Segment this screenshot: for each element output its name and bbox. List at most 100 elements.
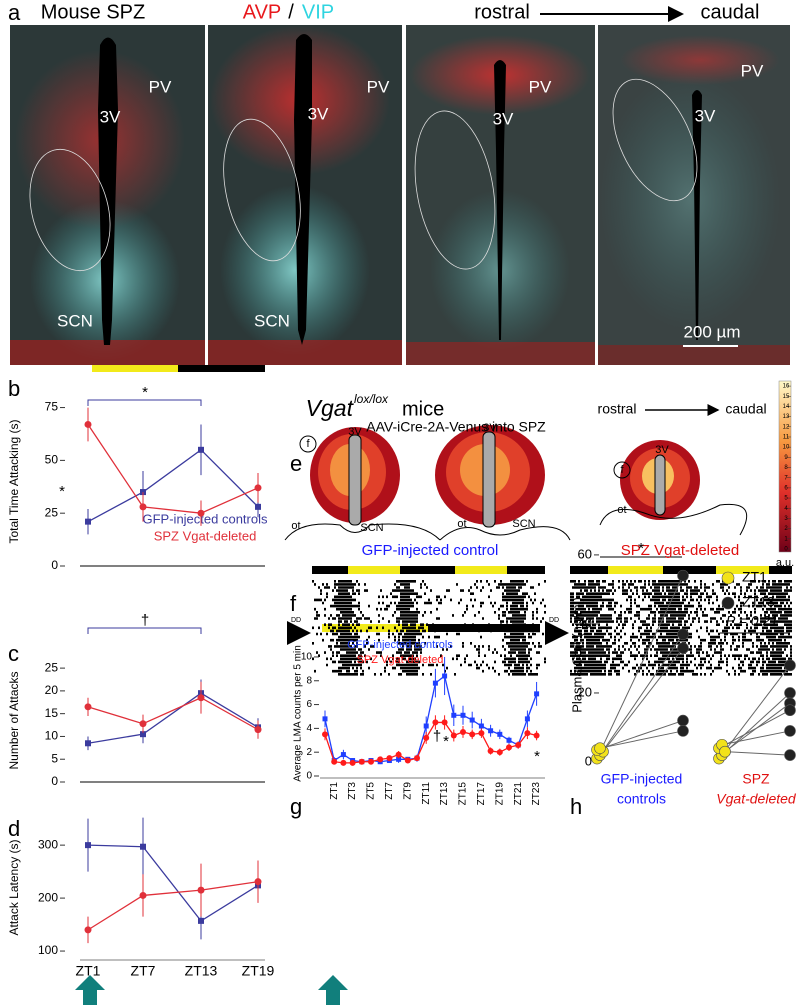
panel-letter: b [8,376,20,401]
actogram-row [570,611,792,614]
x-tick-label: SPZ [742,771,770,787]
actogram-row [314,598,544,602]
optic-tract [284,523,441,541]
data-point [784,687,796,699]
data-point [432,719,439,726]
actogram-row [570,580,792,583]
region-label: SCN [254,311,290,330]
ventricle [494,60,506,340]
actogram-row [574,638,786,642]
dd-label: DD [291,617,301,624]
y-tick-label: 60 [578,546,592,561]
data-point [254,726,262,734]
y-tick-label: 0 [306,771,312,782]
region-label: PV [149,77,172,96]
ventricle [348,434,362,526]
direction-label: caudal [701,1,760,23]
colorbar-tick-label: 4 [784,506,788,512]
actogram-row [570,673,792,676]
dark-bar [312,566,348,574]
data-point [198,917,204,924]
region-label: ot [457,518,466,530]
region-label: SCN [360,522,383,534]
x-tick-label: ZT17 [476,782,487,806]
panel-letter: f [290,591,297,616]
actogram-row [574,583,790,586]
data-point [460,712,466,718]
section-rostral [284,427,441,541]
spz-outline [414,110,496,270]
actogram-row [330,629,540,633]
x-tick-label: ZT7 [131,963,156,979]
actogram-row [322,638,526,642]
x-tick-label: GFP-injected [601,771,683,787]
pair-line [721,692,791,756]
annotation: * [59,483,65,500]
annotation: * [638,540,644,557]
actogram-row [574,648,792,651]
y-tick-label: 5 [51,751,58,765]
pair-line [599,634,684,756]
series-line [87,424,259,514]
stain-label: VIP [302,1,334,23]
data-point [534,691,540,697]
panel-letter: g [290,794,302,819]
colorbar-tick-label: 7 [784,475,788,481]
data-point [506,744,512,751]
annotation: * [142,384,148,401]
y-tick-label: 20 [578,684,592,699]
panel-e-superscript: lox/lox [354,392,389,406]
dark-bar [178,365,265,372]
panel-letter: c [8,641,19,666]
data-point [386,755,393,762]
data-point [84,703,92,711]
y-axis-label: Total Time Attacking (s) [7,419,21,543]
fornix [613,461,631,479]
ventricle [482,431,496,528]
scale-bar-label: 200 µm [683,322,740,341]
avp-band [406,342,595,365]
panel-a-title: Mouse SPZ [41,1,145,23]
actogram-row [314,617,544,620]
actogram-row [320,592,536,595]
colorbar-tick-label: 13 [783,414,790,420]
pair-line [599,730,684,749]
data-point [515,742,522,749]
x-tick-label: ZT11 [421,782,432,805]
data-point [784,749,796,761]
data-point [404,757,411,764]
actogram-row [322,601,542,605]
data-point [450,732,457,739]
dd-label: DD [549,617,559,624]
data-point [340,759,347,766]
actogram-row [316,632,544,636]
dark-bar [570,566,608,574]
data-point [255,503,261,510]
y-tick-label: 0 [585,753,592,768]
region-label: 3V [695,106,716,125]
panel-letter: h [570,794,582,819]
x-tick-label: ZT1 [329,782,340,800]
actogram-row [570,598,790,602]
data-point [533,732,540,739]
data-point [331,758,338,765]
light-bar [608,566,663,574]
data-point [488,728,494,734]
region-label: 3V [655,444,669,456]
data-point [677,628,689,641]
pair-line [602,647,684,752]
legend-label: ZT13 [742,594,775,610]
actogram-row [572,586,792,589]
x-tick-label: ZT15 [458,782,469,806]
panel-e-subtitle: AAV-iCre-2A-Venus into SPZ [366,419,546,435]
region-label: 3V [308,104,329,123]
data-point [677,569,689,582]
x-tick-label: Vgat-deleted [716,791,797,807]
actogram-row [324,623,534,626]
section-middle [435,425,571,541]
light-bar [455,566,507,574]
actogram-row [318,586,534,589]
actogram-row [338,635,532,639]
data-point [524,716,530,722]
panel-e-title: Vgat [306,395,355,421]
